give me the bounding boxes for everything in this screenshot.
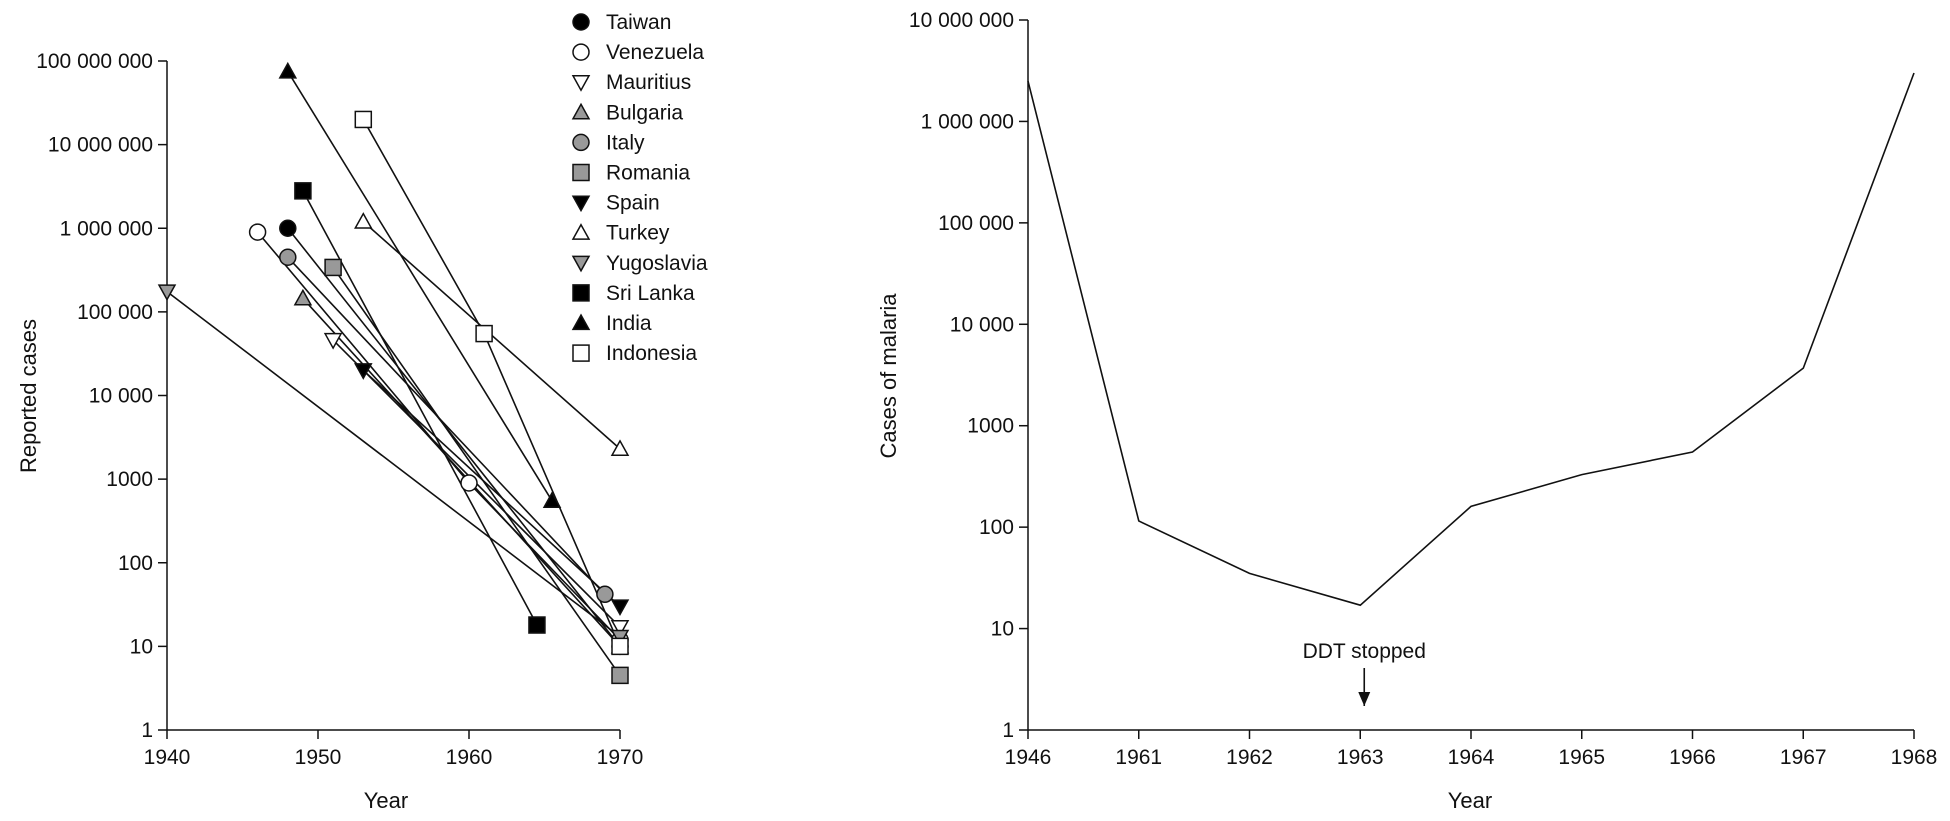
data-point-spain <box>354 363 373 380</box>
legend-label-taiwan: Taiwan <box>606 11 671 34</box>
right-chart-axes: 1 10 100 1000 10 000 100 000 1 000 000 10 000 0… <box>909 9 1937 769</box>
right-chart-xtick-label: 1962 <box>1226 746 1273 769</box>
series-line-taiwan <box>287 227 621 647</box>
data-point-mauritius <box>323 332 343 350</box>
series-line-spain <box>362 369 621 608</box>
legend-marker-yugoslavia <box>571 255 591 273</box>
legend-label-sri-lanka: Sri Lanka <box>606 282 695 305</box>
data-point-india <box>542 491 562 508</box>
right-chart-series-lines <box>1027 72 1915 607</box>
right-chart-xtick-label: 1946 <box>1005 746 1052 769</box>
left-chart-markers <box>157 61 630 685</box>
data-point-mauritius <box>610 619 630 637</box>
series-line-sri-lanka <box>302 190 538 626</box>
series-line-italy <box>287 256 606 595</box>
data-point-spain <box>610 599 630 617</box>
data-point-india <box>278 61 298 79</box>
data-point-romania <box>611 666 629 685</box>
data-point-sri-lanka <box>294 182 312 200</box>
right-chart-ytick-label: 10 000 <box>950 313 1014 336</box>
right-chart-xtick-label: 1961 <box>1115 746 1162 769</box>
right-chart-annotation: DDT stopped <box>1303 640 1426 706</box>
data-point-italy <box>279 248 297 267</box>
legend-marker-spain <box>571 195 591 213</box>
data-point-venezuela <box>248 223 267 241</box>
series-line-bulgaria <box>302 297 621 647</box>
data-point-taiwan <box>279 219 297 237</box>
left-chart-xtick-label: 1960 <box>446 746 493 769</box>
data-point-turkey <box>354 212 373 229</box>
data-point-turkey <box>610 439 630 457</box>
left-chart-ytick-label: 1 <box>141 719 153 742</box>
left-chart-ylabel: Reported cases <box>16 319 41 473</box>
right-chart-xtick-label: 1966 <box>1669 746 1716 769</box>
left-chart-xlabel: Year <box>364 788 408 813</box>
left-chart-series-lines <box>166 70 621 676</box>
series-line-malaria-cases <box>1027 72 1915 607</box>
legend-label-romania: Romania <box>606 162 690 185</box>
right-chart-xtick-label: 1963 <box>1337 746 1384 769</box>
legend-marker-romania <box>572 163 590 182</box>
right-chart-xtick-label: 1967 <box>1780 746 1827 769</box>
legend-label-spain: Spain <box>606 192 660 215</box>
left-chart-ytick-label: 10 000 000 <box>48 134 153 157</box>
right-chart-ylabel: Cases of malaria <box>876 293 901 459</box>
data-point-indonesia <box>475 324 493 343</box>
data-point-romania <box>324 258 342 277</box>
series-line-yugoslavia <box>166 290 621 638</box>
legend-label-venezuela: Venezuela <box>606 41 704 64</box>
left-chart-legend: Taiwan Venezuela Mauritius Bulgaria Italy Rom… <box>571 11 708 365</box>
left-chart-ytick-label: 100 000 <box>77 301 153 324</box>
legend-marker-italy <box>572 133 590 152</box>
right-chart-xtick-label: 1965 <box>1558 746 1605 769</box>
legend-label-italy: Italy <box>606 131 645 154</box>
legend-label-bulgaria: Bulgaria <box>606 101 683 124</box>
left-chart-ytick-label: 1000 <box>106 468 153 491</box>
legend-marker-indonesia <box>572 344 590 362</box>
series-line-india <box>287 70 553 502</box>
data-point-yugoslavia <box>157 284 177 302</box>
left-chart-ytick-label: 10 000 <box>89 385 153 408</box>
legend-label-mauritius: Mauritius <box>606 71 691 94</box>
data-point-venezuela <box>460 474 478 492</box>
data-point-italy <box>596 585 614 604</box>
right-chart-ytick-label: 1 000 000 <box>921 110 1014 133</box>
annotation-label: DDT stopped <box>1303 640 1426 663</box>
legend-marker-india <box>571 313 591 331</box>
legend-marker-sri-lanka <box>572 284 590 302</box>
legend-label-india: India <box>606 312 652 335</box>
left-chart-axes: 1 10 100 1000 10 000 100 000 1 000 000 10 000 0… <box>36 50 643 769</box>
left-chart-ytick-label: 100 <box>118 552 153 575</box>
legend-label-turkey: Turkey <box>606 222 670 245</box>
right-chart-ytick-label: 1000 <box>967 415 1014 438</box>
right-chart-ytick-label: 100 <box>979 516 1014 539</box>
right-chart-ytick-label: 100 000 <box>938 212 1014 235</box>
right-chart-xtick-label: 1968 <box>1891 746 1938 769</box>
right-chart-ytick-label: 10 <box>991 618 1014 641</box>
left-chart-xtick-label: 1970 <box>597 746 644 769</box>
right-chart-xlabel: Year <box>1448 788 1492 813</box>
left-chart-ytick-label: 10 <box>130 635 153 658</box>
left-chart-xtick-label: 1940 <box>144 746 191 769</box>
left-chart-ytick-label: 100 000 000 <box>36 50 153 73</box>
legend-marker-venezuela <box>572 43 590 61</box>
right-chart-ytick-label: 1 <box>1002 719 1014 742</box>
data-point-sri-lanka <box>528 616 546 634</box>
legend-marker-mauritius <box>571 75 591 92</box>
legend-label-yugoslavia: Yugoslavia <box>606 252 708 275</box>
legend-marker-turkey <box>571 223 591 240</box>
data-point-bulgaria <box>293 288 313 306</box>
legend-marker-bulgaria <box>571 102 591 120</box>
left-chart-xtick-label: 1950 <box>295 746 342 769</box>
legend-label-indonesia: Indonesia <box>606 342 697 365</box>
right-chart: 1 10 100 1000 10 000 100 000 1 000 000 10 000 0… <box>876 9 1937 813</box>
data-point-indonesia <box>611 637 629 656</box>
left-chart: 1 10 100 1000 10 000 100 000 1 000 000 10 000 0… <box>16 11 708 813</box>
left-chart-ytick-label: 1 000 000 <box>60 217 153 240</box>
right-chart-xtick-label: 1964 <box>1448 746 1495 769</box>
right-chart-ytick-label: 10 000 000 <box>909 9 1014 32</box>
legend-marker-taiwan <box>572 13 590 31</box>
data-point-indonesia <box>354 110 373 129</box>
